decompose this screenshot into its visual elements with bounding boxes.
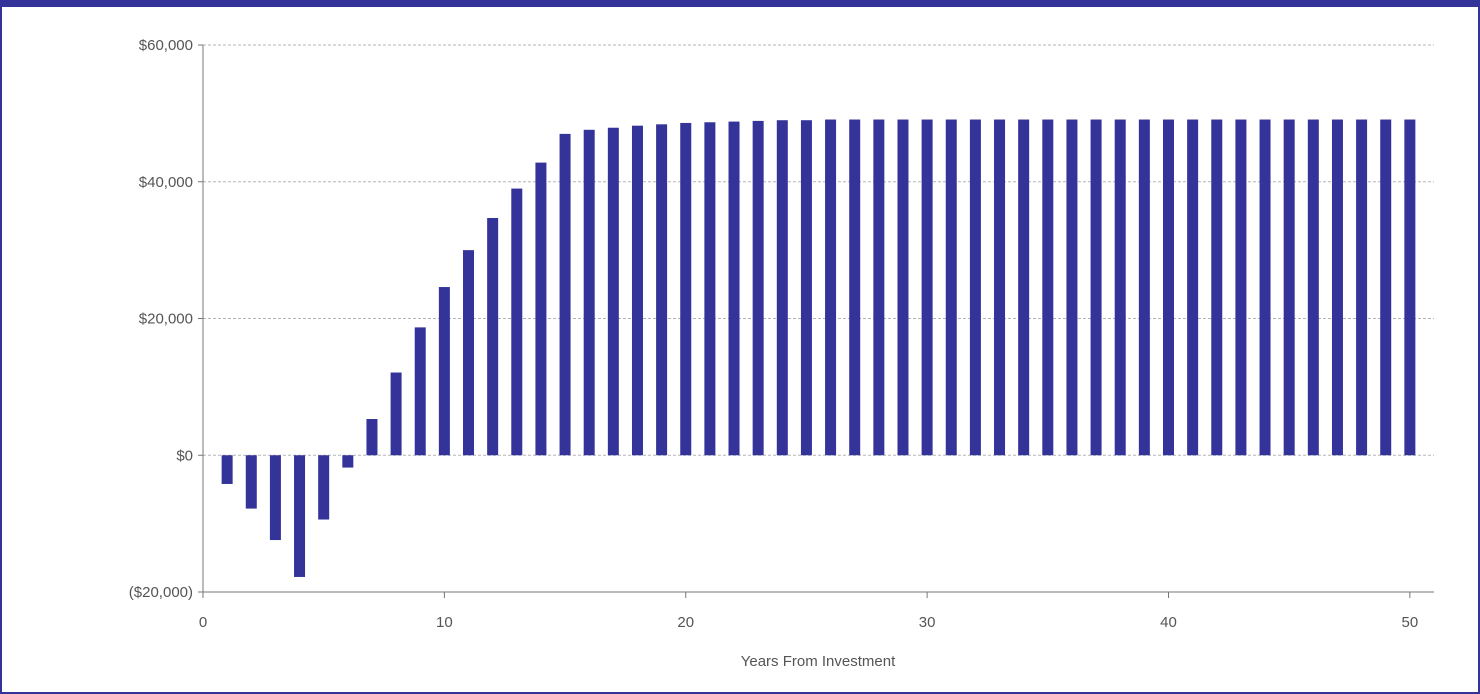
bar [1235,119,1247,456]
bar [535,162,547,456]
bar [221,455,233,484]
y-tick-label: $0 [176,447,193,464]
bar [921,119,933,456]
bar [1259,119,1271,456]
bar [487,217,499,456]
x-tick-label: 30 [919,614,936,631]
bar [390,372,402,456]
bar [366,419,378,456]
bar [1042,119,1054,456]
y-tick-label: $60,000 [139,37,193,54]
bar [873,119,885,456]
bar [1162,119,1174,456]
bar [849,119,861,456]
bar [607,127,619,456]
y-tick-label: ($20,000) [129,584,193,601]
bar [1307,119,1319,456]
bar [511,188,523,456]
bar [1331,119,1343,456]
bar [1380,119,1392,456]
bar [294,455,306,577]
bar [1138,119,1150,456]
bar [318,455,330,520]
bar [245,455,257,509]
bar [1356,119,1368,456]
bar [1090,119,1102,456]
bar [438,287,450,456]
bar [1404,119,1416,456]
bar [1283,119,1295,456]
bar [342,455,354,468]
bar [680,122,692,456]
bar [1066,119,1078,456]
y-tick-label: $40,000 [139,174,193,191]
bar [414,327,426,456]
x-tick-label: 0 [199,614,207,631]
bar [752,120,764,456]
bar [1211,119,1223,456]
bar [969,119,981,456]
bar [994,119,1006,456]
bar [559,133,571,456]
bar [463,250,475,456]
y-tick-label: $20,000 [139,311,193,328]
bar [825,119,837,456]
bars [221,119,1416,577]
bar [656,124,668,456]
bar [704,122,716,456]
x-tick-label: 10 [436,614,453,631]
x-tick-label: 20 [677,614,694,631]
bar [897,119,909,456]
bar [269,455,281,541]
bar [945,119,957,456]
axes [198,44,1434,598]
x-axis-title: Years From Investment [741,653,896,670]
x-tick-label: 50 [1402,614,1419,631]
bar [800,120,812,456]
tick-labels: ($20,000) $0 $20,000 $40,000 $60,000 0 10 20 30 4… [129,37,1418,631]
bar [1018,119,1030,456]
x-tick-label: 40 [1160,614,1177,631]
gridlines [203,44,1434,456]
bar [776,120,788,456]
bar [583,129,595,456]
bar [728,121,740,456]
bar [1114,119,1126,456]
bar [631,125,643,456]
bar [1187,119,1199,456]
